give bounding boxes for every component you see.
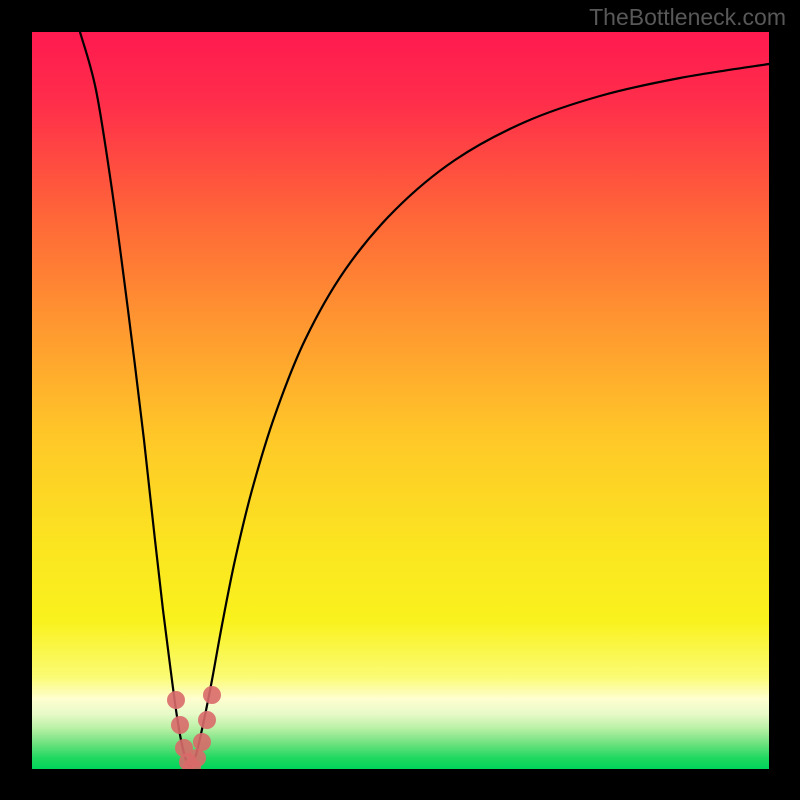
chart-svg (0, 0, 800, 800)
chart-container: TheBottleneck.com (0, 0, 800, 800)
data-marker (193, 733, 211, 751)
watermark-text: TheBottleneck.com (589, 4, 786, 31)
data-marker (198, 711, 216, 729)
data-marker (171, 716, 189, 734)
plot-background (32, 32, 769, 769)
data-marker (188, 749, 206, 767)
data-marker (203, 686, 221, 704)
data-marker (167, 691, 185, 709)
